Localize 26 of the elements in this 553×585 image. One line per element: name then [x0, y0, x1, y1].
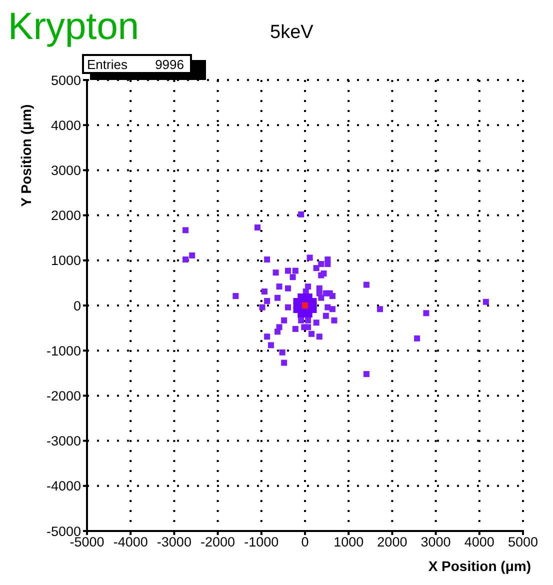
x-tick-label: 2000 [377, 534, 408, 550]
chart-subtitle: 5keV [270, 22, 314, 44]
y-tick-label: -3000 [46, 434, 81, 449]
x-tick-label: 1000 [334, 534, 364, 550]
x-tick-label: 4000 [464, 534, 494, 550]
y-tick-label: 2000 [50, 208, 81, 224]
y-tick-label: 1000 [50, 253, 81, 268]
x-tick-label: 0 [301, 534, 309, 550]
text: Entries [87, 56, 128, 72]
y-tick-label: -2000 [46, 388, 81, 404]
y-tick-label: 5000 [50, 72, 81, 88]
y-tick-label: -1000 [46, 343, 81, 358]
text: 9996 [155, 56, 184, 72]
x-tick-label: 3000 [420, 534, 451, 550]
y-tick-label: 0 [73, 298, 81, 314]
x-tick-label: -1000 [244, 534, 279, 550]
y-tick-label: 3000 [50, 162, 81, 178]
x-tick-label: 5000 [508, 534, 538, 550]
y-axis-title: Y Position (μm) [18, 104, 34, 207]
x-axis-title: X Position (μm) [428, 558, 531, 574]
y-tick-label: -4000 [46, 478, 81, 494]
x-tick-label: -3000 [156, 534, 192, 550]
chart-title: Krypton [8, 7, 139, 48]
y-tick-label: 4000 [50, 118, 81, 133]
x-tick-label: -2000 [200, 534, 236, 550]
x-tick-label: -4000 [113, 534, 148, 550]
